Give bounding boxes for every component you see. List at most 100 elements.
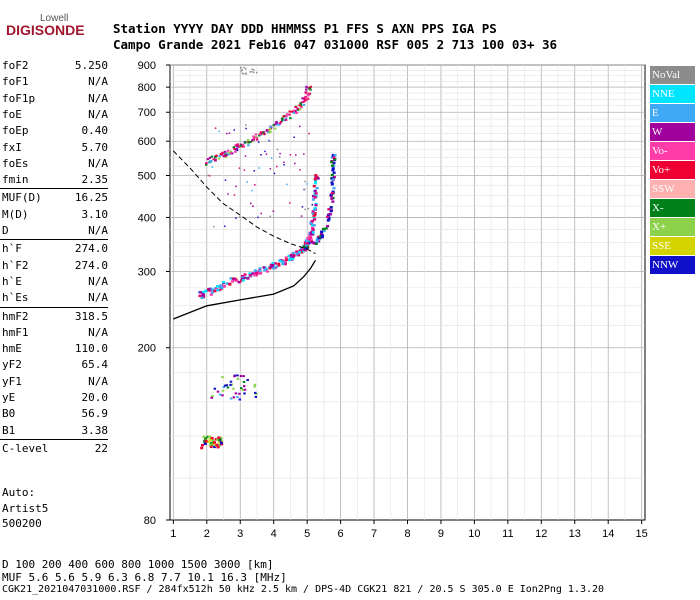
param-name: B0 bbox=[2, 407, 16, 421]
echo-point bbox=[217, 440, 221, 444]
echo-point bbox=[203, 442, 207, 446]
legend-item: NNW bbox=[650, 256, 695, 274]
echo-point bbox=[311, 212, 315, 216]
echo-point bbox=[319, 232, 323, 236]
logo-subtitle: Lowell bbox=[40, 13, 69, 24]
auto-artist: Artist5 bbox=[2, 502, 49, 515]
echo-point bbox=[326, 215, 330, 218]
y-tick-label: 800 bbox=[138, 82, 156, 94]
echo-point bbox=[218, 154, 221, 157]
echo-point bbox=[312, 224, 316, 227]
echo-point bbox=[317, 237, 321, 240]
echo-point bbox=[314, 180, 318, 183]
echo-point bbox=[301, 97, 304, 100]
param-row: h`F2 274.0 bbox=[0, 258, 110, 274]
echo-point bbox=[227, 193, 229, 195]
echo-point bbox=[291, 251, 295, 255]
param-row: h`E N/A bbox=[0, 274, 110, 290]
echo-point bbox=[293, 109, 297, 112]
echo-point bbox=[227, 153, 231, 156]
param-separator bbox=[0, 438, 108, 440]
echo-point bbox=[292, 111, 295, 114]
echo-point bbox=[300, 215, 303, 217]
echo-point bbox=[255, 393, 258, 396]
echo-point bbox=[265, 270, 269, 273]
echo-point bbox=[265, 153, 268, 155]
echo-point bbox=[251, 68, 253, 70]
echo-point bbox=[288, 110, 292, 113]
echo-point bbox=[238, 167, 241, 169]
echo-point bbox=[296, 108, 300, 111]
echo-point bbox=[218, 285, 222, 289]
echo-point bbox=[310, 224, 314, 227]
echo-point bbox=[207, 287, 211, 291]
echo-point bbox=[265, 129, 269, 132]
echo-point bbox=[290, 110, 294, 113]
echo-point bbox=[312, 214, 316, 218]
echo-point bbox=[306, 92, 310, 95]
legend-item: SSW bbox=[650, 180, 695, 198]
echo-point bbox=[213, 387, 217, 390]
echo-point bbox=[279, 120, 283, 123]
echo-point bbox=[213, 445, 217, 449]
echo-point bbox=[228, 151, 232, 154]
echo-point bbox=[305, 242, 309, 245]
echo-point bbox=[295, 154, 297, 156]
echo-point bbox=[308, 87, 312, 90]
echo-point bbox=[306, 183, 308, 185]
echo-point bbox=[333, 158, 337, 161]
echo-point bbox=[295, 252, 299, 255]
param-name: C-level bbox=[2, 441, 49, 455]
echo-point bbox=[302, 100, 306, 103]
echo-point bbox=[247, 141, 250, 144]
echo-point bbox=[229, 380, 233, 383]
echo-point bbox=[276, 123, 279, 126]
echo-point bbox=[270, 264, 274, 268]
echo-point bbox=[269, 126, 273, 129]
echo-point bbox=[332, 175, 336, 179]
echo-point bbox=[286, 183, 288, 186]
echo-point bbox=[281, 119, 284, 122]
echo-point bbox=[304, 239, 308, 242]
echo-point bbox=[216, 445, 220, 449]
legend-item: SSE bbox=[650, 237, 695, 255]
echo-point bbox=[331, 168, 335, 172]
legend-item: E bbox=[650, 104, 695, 122]
param-value: 16.25 bbox=[74, 191, 108, 205]
echo-point bbox=[242, 385, 246, 388]
echo-point bbox=[329, 194, 333, 198]
param-value: 2.35 bbox=[81, 173, 109, 187]
echo-point bbox=[216, 288, 220, 292]
echo-point bbox=[322, 229, 326, 232]
true-height-profile bbox=[173, 259, 317, 320]
echo-point bbox=[284, 258, 288, 261]
echo-point bbox=[214, 156, 217, 159]
echo-point bbox=[264, 133, 266, 136]
echo-point bbox=[305, 97, 309, 100]
param-row: fxI 5.70 bbox=[0, 140, 110, 156]
echo-point bbox=[236, 146, 239, 149]
y-tick-label: 900 bbox=[138, 60, 156, 72]
echo-point bbox=[235, 217, 237, 219]
param-value: N/A bbox=[88, 325, 108, 339]
x-tick-label: 6 bbox=[338, 528, 344, 540]
echo-point bbox=[249, 71, 252, 73]
echo-point bbox=[219, 441, 223, 445]
echo-point bbox=[231, 280, 235, 283]
y-tick-label: 600 bbox=[138, 136, 156, 148]
echo-point bbox=[250, 71, 253, 73]
echo-point bbox=[294, 162, 296, 165]
param-name: h`Es bbox=[2, 291, 29, 305]
echo-point bbox=[281, 260, 285, 264]
echo-point bbox=[232, 278, 236, 281]
echo-point bbox=[294, 106, 297, 109]
echo-point bbox=[213, 441, 217, 444]
echo-point bbox=[318, 235, 322, 238]
echo-point bbox=[212, 442, 216, 446]
muf-row: MUF 5.6 5.6 5.9 6.3 6.8 7.7 10.1 16.3 [M… bbox=[2, 571, 287, 584]
echo-point bbox=[254, 184, 256, 186]
echo-point bbox=[312, 195, 316, 198]
param-row: foEs N/A bbox=[0, 156, 110, 172]
echo-point bbox=[279, 152, 281, 155]
echo-point bbox=[253, 69, 255, 71]
